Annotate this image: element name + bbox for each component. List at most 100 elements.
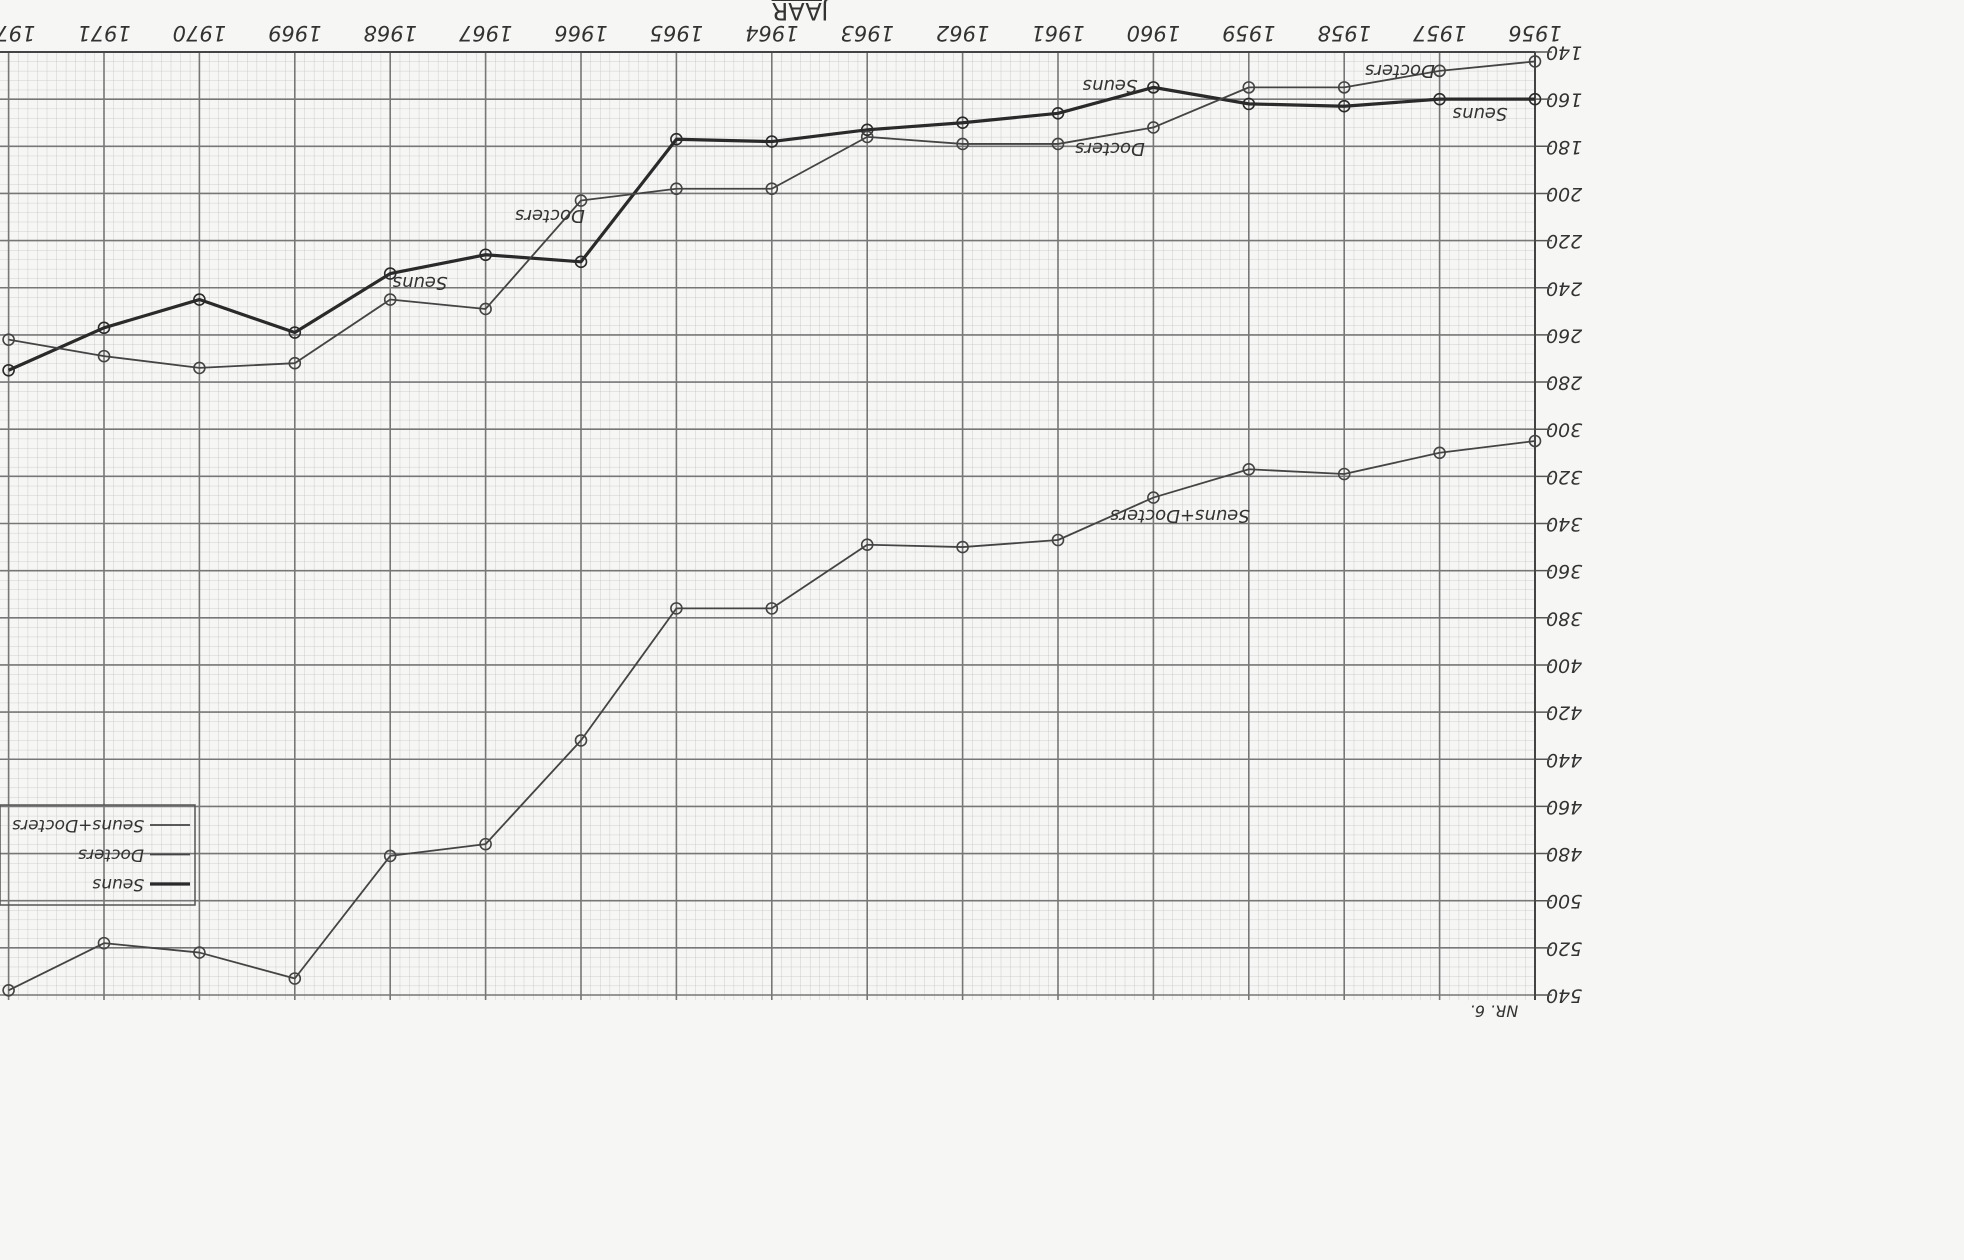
point-marker <box>288 356 302 370</box>
y-tick-label: 260 <box>1546 324 1582 346</box>
point-marker <box>1242 462 1256 476</box>
point-marker <box>1147 121 1160 134</box>
series-line <box>8 440 1536 992</box>
point-marker <box>1433 64 1446 78</box>
point-marker <box>670 602 683 615</box>
point-marker <box>1051 533 1065 547</box>
point-marker <box>479 248 492 262</box>
point-marker <box>97 349 111 363</box>
point-marker <box>1242 97 1256 111</box>
point-marker <box>1528 55 1542 68</box>
point-marker <box>670 132 683 146</box>
y-tick-label: 220 <box>1546 230 1582 252</box>
y-tick-label: 380 <box>1546 607 1582 629</box>
point-marker <box>574 255 588 269</box>
line-label: Docters <box>1365 60 1435 81</box>
point-marker <box>765 182 779 196</box>
point-marker <box>860 538 874 552</box>
y-tick-label: 240 <box>1546 277 1582 299</box>
point-marker <box>1051 106 1065 120</box>
x-tick-label: 1970 <box>173 21 226 45</box>
y-tick-label: 420 <box>1546 702 1582 724</box>
point-marker <box>574 194 588 207</box>
y-tick-label: 140 <box>1546 42 1582 64</box>
point-marker <box>97 936 111 950</box>
line-label: Seuns <box>1083 75 1138 96</box>
point-marker <box>383 293 397 306</box>
point-marker <box>1337 467 1351 481</box>
x-tick-label: 1965 <box>650 21 703 45</box>
point-marker <box>1147 81 1160 94</box>
point-marker <box>860 123 874 137</box>
y-tick-label: 300 <box>1546 419 1582 441</box>
x-tick-label: 1969 <box>268 21 321 45</box>
x-tick-label: 1968 <box>363 21 416 45</box>
series-line <box>7 85 1535 372</box>
point-marker <box>956 137 969 151</box>
x-tick-label: 1966 <box>554 21 607 45</box>
y-tick-label: 160 <box>1546 89 1582 111</box>
point-marker <box>956 116 969 130</box>
point-marker <box>670 182 683 196</box>
x-tick-label: 1972 <box>0 21 35 45</box>
y-tick-label: 360 <box>1546 560 1582 582</box>
y-tick-label: 280 <box>1546 372 1582 394</box>
point-marker <box>288 326 302 339</box>
point-marker <box>479 837 492 851</box>
legend-label: Seuns <box>92 874 144 894</box>
x-tick-label: 1958 <box>1317 21 1370 45</box>
x-tick-label: 1962 <box>936 21 989 45</box>
line-label: Seuns+Docters <box>1110 505 1249 526</box>
y-tick-label: 440 <box>1546 749 1582 771</box>
point-marker <box>956 540 969 554</box>
legend-box <box>0 804 196 906</box>
point-marker <box>1433 446 1446 460</box>
y-tick-label: 320 <box>1546 466 1582 488</box>
point-marker <box>1337 99 1351 113</box>
point-marker <box>1242 81 1256 94</box>
annotation: NR. 6. <box>1470 1002 1519 1021</box>
point-marker <box>1147 491 1160 504</box>
x-tick-label: 1956 <box>1508 21 1561 45</box>
y-tick-label: 480 <box>1546 843 1582 865</box>
chart-body: JAAR NR. 6. 140 160 180 200 220 240 260 280 300 3… <box>0 0 1582 1021</box>
point-marker <box>193 293 206 306</box>
y-tick-label: 340 <box>1546 513 1582 535</box>
point-marker <box>765 135 779 148</box>
point-marker <box>2 983 15 997</box>
line-label: Seuns <box>393 272 448 293</box>
point-marker <box>574 734 588 747</box>
point-marker <box>2 333 15 346</box>
point-marker <box>765 602 779 615</box>
x-axis-title: JAAR <box>772 0 831 25</box>
x-tick-label: 1963 <box>840 21 893 45</box>
x-tick-label: 1971 <box>77 21 130 45</box>
legend-label: Seuns+Docters <box>12 815 144 835</box>
point-marker <box>479 302 492 316</box>
point-marker <box>1528 92 1542 106</box>
x-tick-label: 1957 <box>1412 21 1466 45</box>
point-marker <box>383 267 397 280</box>
point-marker <box>288 972 302 985</box>
point-marker <box>2 363 15 377</box>
y-tick-label: 520 <box>1546 937 1582 959</box>
point-marker <box>1051 137 1065 151</box>
point-marker <box>193 361 206 375</box>
y-tick-label: 400 <box>1546 654 1582 676</box>
point-marker <box>383 849 397 863</box>
legend-label: Docters <box>78 845 144 865</box>
point-marker <box>1337 81 1351 94</box>
y-tick-label: 500 <box>1546 890 1582 912</box>
y-tick-label: 460 <box>1546 796 1582 818</box>
y-tick-label: 200 <box>1546 183 1582 205</box>
x-tick-label: 1961 <box>1031 21 1084 45</box>
x-tick-label: 1960 <box>1127 21 1180 45</box>
line-label: Docters <box>1075 138 1145 159</box>
point-marker <box>97 321 111 335</box>
series-line <box>8 60 1536 369</box>
minor-grid <box>0 52 1535 1000</box>
x-tick-label: 1967 <box>458 21 512 45</box>
line-label: Seuns <box>1453 103 1508 124</box>
y-tick-label: 180 <box>1546 136 1582 158</box>
point-marker <box>1528 434 1542 448</box>
